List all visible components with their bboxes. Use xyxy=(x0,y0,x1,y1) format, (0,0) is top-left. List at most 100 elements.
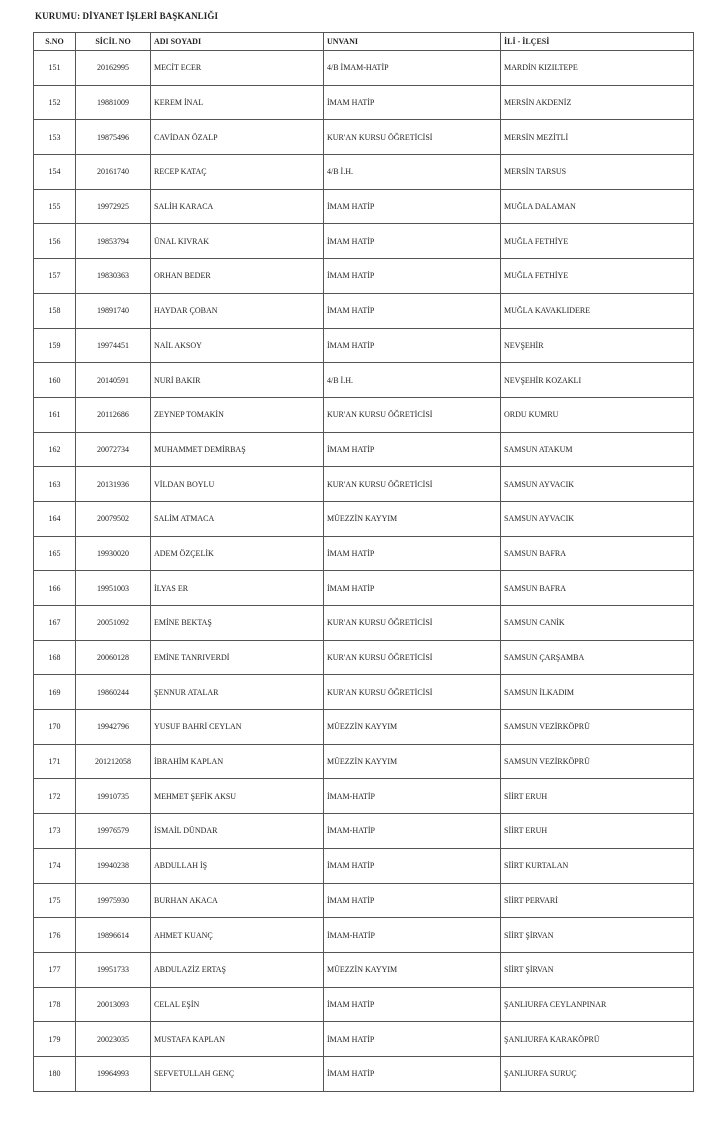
cell-sicil-no: 19951733 xyxy=(75,951,151,988)
cell-location: SAMSUN BAFRA xyxy=(500,535,694,572)
cell-title: İMAM HATİP xyxy=(323,1021,501,1057)
cell-sicil-no: 19930020 xyxy=(75,535,151,572)
cell-sicil-no: 20023035 xyxy=(75,1021,151,1057)
cell-sicil-no: 201212058 xyxy=(75,743,151,780)
table-row: 178 20013093 CELAL EŞİN İMAM HATİP ŞANLIURFA… xyxy=(33,986,694,1023)
cell-title: İMAM HATİP xyxy=(323,188,501,225)
cell-name: ŞENNUR ATALAR xyxy=(150,674,324,711)
table-row: 169 19860244 ŞENNUR ATALAR KUR'AN KURSU ÖĞR… xyxy=(33,674,694,711)
cell-sicil-no: 19891740 xyxy=(75,292,151,329)
cell-sno: 163 xyxy=(33,466,76,502)
cell-sno: 180 xyxy=(33,1055,76,1092)
cell-name: MEHMET ŞEFİK AKSU xyxy=(150,778,324,815)
cell-location: MUĞLA FETHİYE xyxy=(500,223,694,260)
cell-title: MÜEZZİN KAYYIM xyxy=(323,500,501,537)
cell-sicil-no: 20060128 xyxy=(75,639,151,676)
cell-sicil-no: 20112686 xyxy=(75,396,151,433)
table-row: 152 19881009 KEREM İNAL İMAM HATİP MERSİN AK… xyxy=(33,84,694,121)
cell-name: CELAL EŞİN xyxy=(150,986,324,1023)
table-row: 168 20060128 EMİNE TANRIVERDİ KUR'AN KURSU … xyxy=(33,639,694,676)
cell-name: KEREM İNAL xyxy=(150,84,324,121)
cell-location: SAMSUN ATAKUM xyxy=(500,431,694,468)
cell-location: MERSİN AKDENİZ xyxy=(500,84,694,121)
cell-name: SALİM ATMACA xyxy=(150,500,324,537)
cell-name: MUHAMMET DEMİRBAŞ xyxy=(150,431,324,468)
cell-name: MUSTAFA KAPLAN xyxy=(150,1021,324,1057)
cell-sicil-no: 19975930 xyxy=(75,882,151,919)
cell-location: ORDU KUMRU xyxy=(500,396,694,433)
cell-name: ABDULLAH İŞ xyxy=(150,847,324,884)
cell-sicil-no: 19910735 xyxy=(75,778,151,815)
cell-sicil-no: 19881009 xyxy=(75,84,151,121)
cell-location: NEVŞEHİR xyxy=(500,327,694,364)
cell-sicil-no: 19974451 xyxy=(75,327,151,364)
table-row: 167 20051092 EMİNE BEKTAŞ KUR'AN KURSU ÖĞRE… xyxy=(33,605,694,641)
table-row: 160 20140591 NURİ BAKIR 4/B İ.H. NEVŞEHİR KO… xyxy=(33,362,694,398)
cell-location: SİİRT KURTALAN xyxy=(500,847,694,884)
cell-name: NURİ BAKIR xyxy=(150,362,324,398)
cell-sicil-no: 19853794 xyxy=(75,223,151,260)
table-row: 162 20072734 MUHAMMET DEMİRBAŞ İMAM HATİP SA… xyxy=(33,431,694,468)
cell-name: RECEP KATAÇ xyxy=(150,154,324,190)
cell-sno: 164 xyxy=(33,500,76,537)
cell-sno: 160 xyxy=(33,362,76,398)
cell-location: SİİRT ERUH xyxy=(500,778,694,815)
table-row: 174 19940238 ABDULLAH İŞ İMAM HATİP SİİRT KU… xyxy=(33,847,694,884)
cell-name: YUSUF BAHRİ CEYLAN xyxy=(150,709,324,745)
table-row: 175 19975930 BURHAN AKACA İMAM HATİP SİİRT P… xyxy=(33,882,694,919)
cell-location: ŞANLIURFA SURUÇ xyxy=(500,1055,694,1092)
cell-title: 4/B İ.H. xyxy=(323,362,501,398)
cell-title: KUR'AN KURSU ÖĞRETİCİSİ xyxy=(323,466,501,502)
cell-location: MERSİN TARSUS xyxy=(500,154,694,190)
cell-sicil-no: 19951003 xyxy=(75,570,151,606)
cell-name: ADEM ÖZÇELİK xyxy=(150,535,324,572)
cell-sicil-no: 19830363 xyxy=(75,258,151,294)
cell-name: İSMAİL DÜNDAR xyxy=(150,813,324,849)
cell-sno: 179 xyxy=(33,1021,76,1057)
cell-sicil-no: 19875496 xyxy=(75,119,151,156)
cell-sno: 157 xyxy=(33,258,76,294)
table-row: 158 19891740 HAYDAR ÇOBAN İMAM HATİP MUĞLA K… xyxy=(33,292,694,329)
cell-location: SİİRT ERUH xyxy=(500,813,694,849)
cell-name: SEFVETULLAH GENÇ xyxy=(150,1055,324,1092)
cell-title: MÜEZZİN KAYYIM xyxy=(323,709,501,745)
header-name: ADI SOYADI xyxy=(150,32,324,51)
cell-sno: 174 xyxy=(33,847,76,884)
cell-sno: 159 xyxy=(33,327,76,364)
table-row: 154 20161740 RECEP KATAÇ 4/B İ.H. MERSİN TAR… xyxy=(33,154,694,190)
cell-sno: 153 xyxy=(33,119,76,156)
table-row: 159 19974451 NAİL AKSOY İMAM HATİP NEVŞEHİR xyxy=(33,327,694,364)
cell-name: AHMET KUANÇ xyxy=(150,917,324,953)
cell-sicil-no: 20161740 xyxy=(75,154,151,190)
cell-location: SAMSUN AYVACIK xyxy=(500,466,694,502)
cell-title: İMAM HATİP xyxy=(323,535,501,572)
cell-sno: 151 xyxy=(33,50,76,86)
cell-title: İMAM HATİP xyxy=(323,1055,501,1092)
table-row: 164 20079502 SALİM ATMACA MÜEZZİN KAYYIM SAM… xyxy=(33,500,694,537)
cell-sicil-no: 19972925 xyxy=(75,188,151,225)
cell-name: EMİNE BEKTAŞ xyxy=(150,605,324,641)
header-location: İLİ - İLÇESİ xyxy=(500,32,694,51)
table-row: 155 19972925 SALİH KARACA İMAM HATİP MUĞLA D… xyxy=(33,188,694,225)
cell-title: KUR'AN KURSU ÖĞRETİCİSİ xyxy=(323,396,501,433)
table-row: 173 19976579 İSMAİL DÜNDAR İMAM-HATİP SİİRT … xyxy=(33,813,694,849)
cell-sicil-no: 19940238 xyxy=(75,847,151,884)
cell-name: ABDULAZİZ ERTAŞ xyxy=(150,951,324,988)
cell-title: İMAM HATİP xyxy=(323,84,501,121)
cell-sno: 158 xyxy=(33,292,76,329)
cell-sicil-no: 19976579 xyxy=(75,813,151,849)
cell-title: İMAM HATİP xyxy=(323,986,501,1023)
table-row: 163 20131936 VİLDAN BOYLU KUR'AN KURSU ÖĞRE… xyxy=(33,466,694,502)
cell-location: SAMSUN İLKADIM xyxy=(500,674,694,711)
cell-location: SİİRT PERVARİ xyxy=(500,882,694,919)
cell-location: SAMSUN CANİK xyxy=(500,605,694,641)
cell-location: NEVŞEHİR KOZAKLI xyxy=(500,362,694,398)
cell-title: MÜEZZİN KAYYIM xyxy=(323,743,501,780)
table-row: 179 20023035 MUSTAFA KAPLAN İMAM HATİP ŞANLI… xyxy=(33,1021,694,1057)
cell-sno: 173 xyxy=(33,813,76,849)
header-sno: S.NO xyxy=(33,32,76,51)
cell-sno: 169 xyxy=(33,674,76,711)
cell-location: ŞANLIURFA CEYLANPINAR xyxy=(500,986,694,1023)
cell-title: MÜEZZİN KAYYIM xyxy=(323,951,501,988)
table-row: 165 19930020 ADEM ÖZÇELİK İMAM HATİP SAMSUN … xyxy=(33,535,694,572)
